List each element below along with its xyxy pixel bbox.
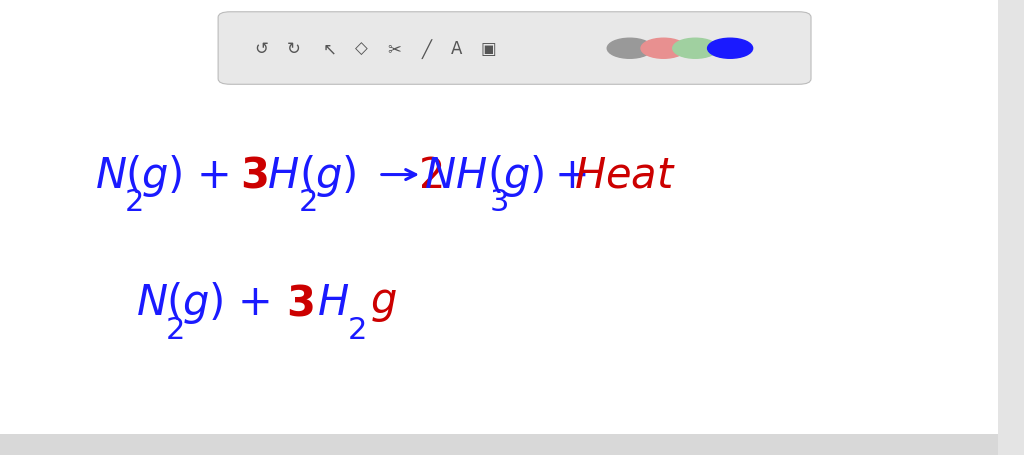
Text: $\mathit{3}$: $\mathit{3}$ [489, 187, 508, 218]
Text: $\mathbf{3}$: $\mathbf{3}$ [287, 282, 313, 324]
Text: $\mathit{H}$: $\mathit{H}$ [266, 154, 299, 196]
Bar [998, 0, 1024, 455]
Text: $\mathit{2}$: $\mathit{2}$ [298, 187, 316, 218]
Text: ╱: ╱ [422, 39, 432, 59]
Text: $\mathit{2}$: $\mathit{2}$ [347, 314, 366, 345]
Text: $\mathit{2}$: $\mathit{2}$ [418, 154, 442, 196]
Text: ▣: ▣ [480, 40, 497, 58]
Bar [0, 435, 998, 455]
Text: ↻: ↻ [287, 40, 301, 58]
Text: $+$: $+$ [237, 282, 269, 324]
Text: $\mathit{2}$: $\mathit{2}$ [165, 314, 183, 345]
Text: $\mathit{N}$: $\mathit{N}$ [94, 154, 127, 196]
Text: ✂: ✂ [387, 40, 401, 58]
Text: $\mathit{N}$: $\mathit{N}$ [135, 282, 168, 324]
Text: $\mathit{Heat}$: $\mathit{Heat}$ [573, 154, 676, 196]
Text: $\mathit{NH}$: $\mathit{NH}$ [424, 154, 487, 196]
Text: $\mathit{2}$: $\mathit{2}$ [124, 187, 142, 218]
Text: $\mathit{(g)}$: $\mathit{(g)}$ [487, 152, 545, 198]
Circle shape [673, 39, 718, 59]
Text: $\mathit{H}$: $\mathit{H}$ [316, 282, 349, 324]
Circle shape [708, 39, 753, 59]
Text: A: A [451, 40, 463, 58]
Text: $\mathit{(g)}$: $\mathit{(g)}$ [299, 152, 356, 198]
Text: ◇: ◇ [355, 40, 368, 58]
Text: ↖: ↖ [323, 40, 337, 58]
Circle shape [607, 39, 652, 59]
Text: $\mathit{(g)}$: $\mathit{(g)}$ [125, 152, 182, 198]
FancyBboxPatch shape [218, 13, 811, 85]
Text: $+$: $+$ [196, 154, 228, 196]
Text: $\mathit{(g)}$: $\mathit{(g)}$ [166, 280, 223, 325]
Text: $+$: $+$ [554, 154, 587, 196]
Text: $\mathbf{3}$: $\mathbf{3}$ [241, 154, 267, 196]
Circle shape [641, 39, 686, 59]
Text: ↺: ↺ [254, 40, 268, 58]
Text: $\mathit{g}$: $\mathit{g}$ [370, 282, 396, 324]
